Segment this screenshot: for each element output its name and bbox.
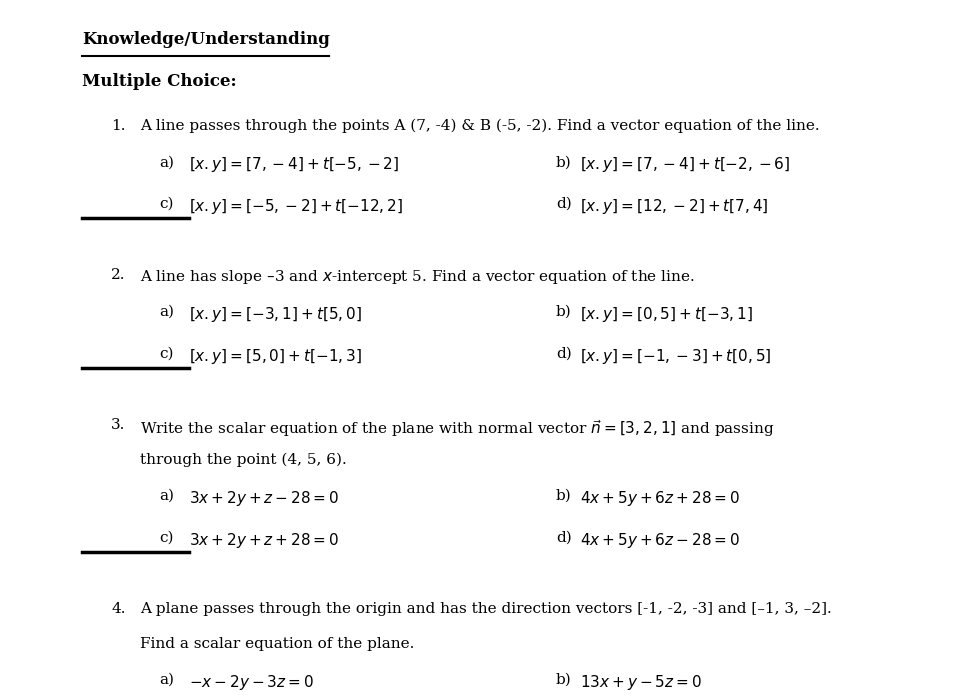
Text: 2.: 2. (111, 268, 126, 282)
Text: $[x. y] = [-3, 1] + t[5, 0]$: $[x. y] = [-3, 1] + t[5, 0]$ (189, 305, 362, 324)
Text: a): a) (160, 305, 175, 319)
Text: $[x. y] = [7, -4] + t[-2, -6]$: $[x. y] = [7, -4] + t[-2, -6]$ (580, 155, 791, 174)
Text: $[x. y] = [7, -4] + t[-5, -2]$: $[x. y] = [7, -4] + t[-5, -2]$ (189, 155, 399, 174)
Text: $3x + 2y + z + 28 = 0$: $3x + 2y + z + 28 = 0$ (189, 531, 339, 550)
Text: $-x - 2y - 3z = 0$: $-x - 2y - 3z = 0$ (189, 673, 313, 692)
Text: $[x. y] = [0, 5] + t[-3, 1]$: $[x. y] = [0, 5] + t[-3, 1]$ (580, 305, 753, 324)
Text: b): b) (556, 305, 571, 319)
Text: $4x + 5y + 6z + 28 = 0$: $4x + 5y + 6z + 28 = 0$ (580, 489, 741, 508)
Text: Multiple Choice:: Multiple Choice: (82, 73, 237, 90)
Text: 1.: 1. (111, 119, 126, 133)
Text: d): d) (556, 531, 571, 545)
Text: 3.: 3. (111, 418, 126, 432)
Text: d): d) (556, 197, 571, 211)
Text: b): b) (556, 489, 571, 503)
Text: Knowledge/Understanding: Knowledge/Understanding (82, 31, 330, 48)
Text: Find a scalar equation of the plane.: Find a scalar equation of the plane. (140, 637, 415, 651)
Text: a): a) (160, 673, 175, 687)
Text: Write the scalar equation of the plane with normal vector $\vec{n} = [3, 2, 1]$ : Write the scalar equation of the plane w… (140, 418, 775, 439)
Text: c): c) (160, 531, 174, 545)
Text: a): a) (160, 155, 175, 169)
Text: $[x. y] = [-5, -2] + t[-12, 2]$: $[x. y] = [-5, -2] + t[-12, 2]$ (189, 197, 402, 216)
Text: through the point (4, 5, 6).: through the point (4, 5, 6). (140, 452, 347, 467)
Text: $13x + y - 5z = 0$: $13x + y - 5z = 0$ (580, 673, 702, 692)
Text: $[x. y] = [-1, -3] + t[0, 5]$: $[x. y] = [-1, -3] + t[0, 5]$ (580, 347, 772, 366)
Text: b): b) (556, 155, 571, 169)
Text: a): a) (160, 489, 175, 503)
Text: 4.: 4. (111, 602, 126, 616)
Text: $[x. y] = [12, -2] + t[7, 4]$: $[x. y] = [12, -2] + t[7, 4]$ (580, 197, 769, 216)
Text: A line passes through the points A (7, -4) & B (-5, -2). Find a vector equation : A line passes through the points A (7, -… (140, 119, 820, 134)
Text: b): b) (556, 673, 571, 687)
Text: $4x + 5y + 6z - 28 = 0$: $4x + 5y + 6z - 28 = 0$ (580, 531, 741, 550)
Text: A plane passes through the origin and has the direction vectors [-1, -2, -3] and: A plane passes through the origin and ha… (140, 602, 832, 616)
Text: c): c) (160, 197, 174, 211)
Text: $3x + 2y + z - 28 = 0$: $3x + 2y + z - 28 = 0$ (189, 489, 339, 508)
Text: c): c) (160, 347, 174, 361)
Text: $[x. y] = [5, 0] + t[-1, 3]$: $[x. y] = [5, 0] + t[-1, 3]$ (189, 347, 362, 366)
Text: A line has slope –3 and $x$-intercept 5. Find a vector equation of the line.: A line has slope –3 and $x$-intercept 5.… (140, 268, 695, 287)
Text: d): d) (556, 347, 571, 361)
